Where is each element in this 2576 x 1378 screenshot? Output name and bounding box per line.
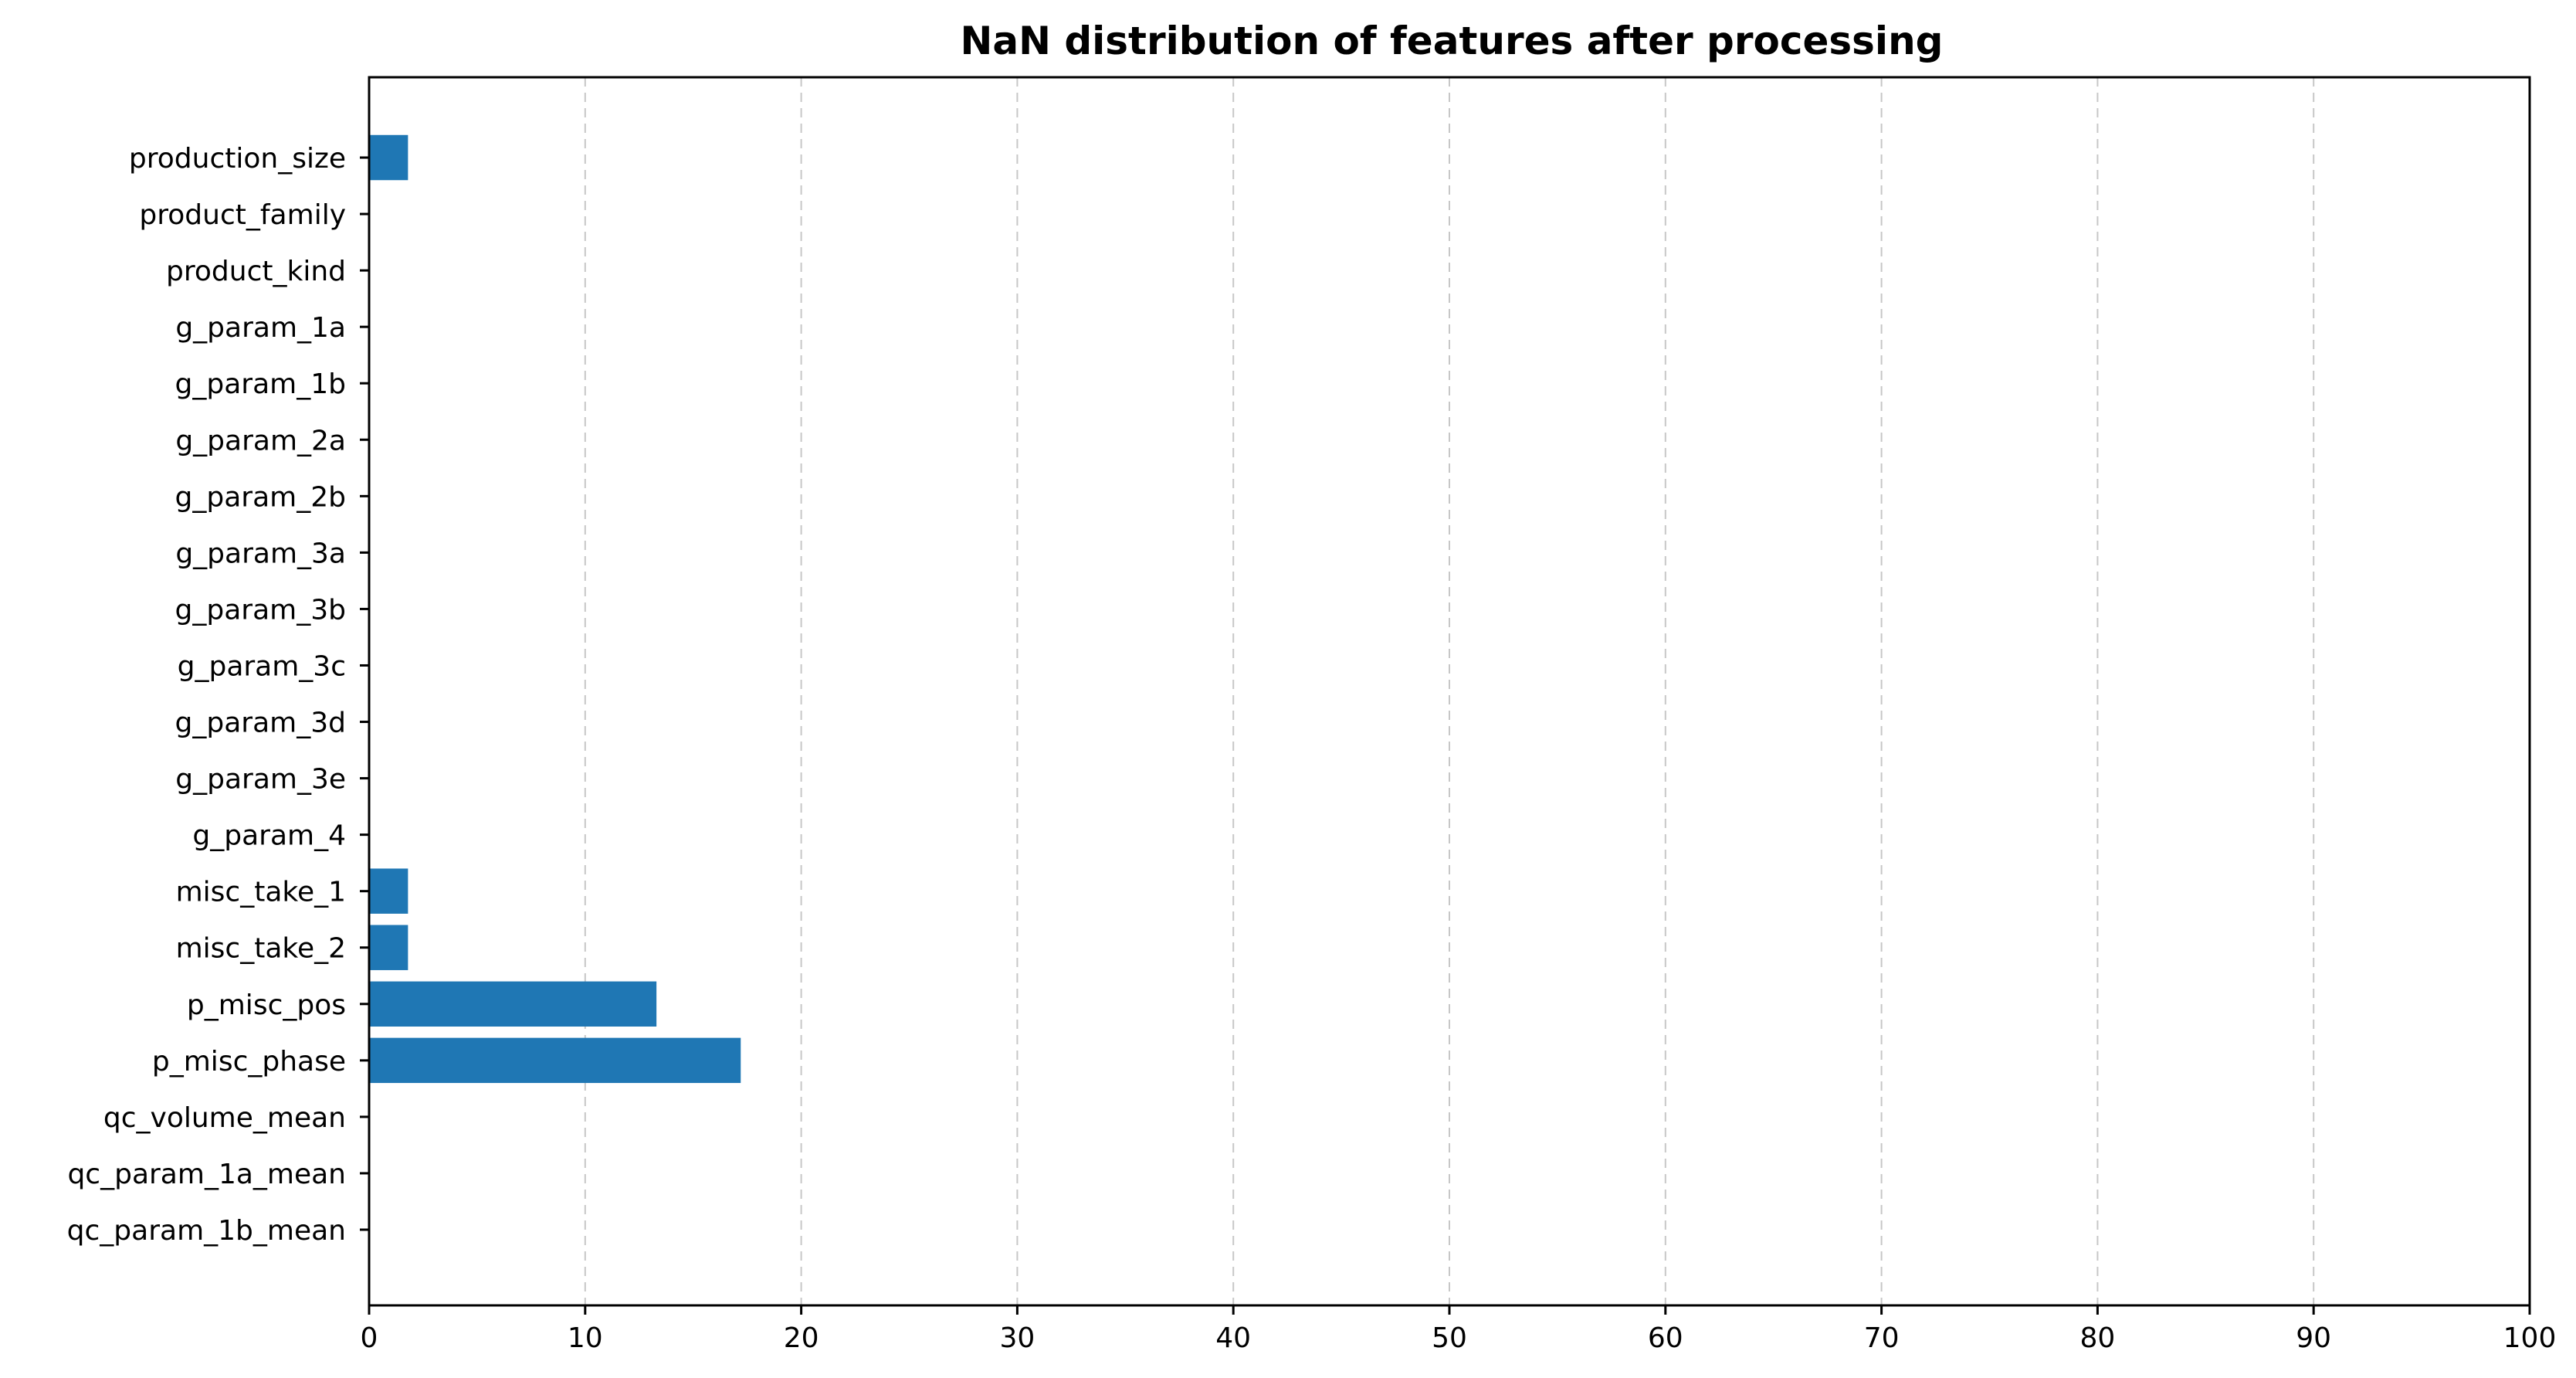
y-tick-label: p_misc_phase — [152, 1046, 346, 1078]
y-tick-label: qc_volume_mean — [103, 1102, 346, 1134]
bar-misc-take-1 — [369, 868, 408, 914]
y-tick-label: g_param_4 — [192, 820, 346, 852]
y-tick-label: qc_param_1a_mean — [67, 1159, 346, 1190]
y-tick-label: product_family — [139, 199, 346, 231]
x-tick-label: 0 — [361, 1322, 378, 1354]
x-axis: 0 10 20 30 40 50 60 70 80 90 100 — [361, 1305, 2557, 1354]
bars — [369, 134, 741, 1084]
bar-misc-take-2 — [369, 925, 408, 970]
y-tick-label: misc_take_2 — [176, 933, 346, 965]
y-axis: production_size product_family product_kin… — [67, 143, 369, 1247]
grid-lines — [584, 77, 2315, 1305]
x-tick-label: 20 — [784, 1322, 819, 1354]
bar-p-misc-phase — [369, 1037, 741, 1084]
y-tick-label: g_param_1b — [175, 368, 346, 400]
bar-production-size — [369, 134, 408, 181]
x-tick-label: 60 — [1648, 1322, 1683, 1354]
x-tick-label: 80 — [2079, 1322, 2115, 1354]
chart-title: NaN distribution of features after proce… — [961, 19, 1944, 63]
y-tick-label: production_size — [129, 143, 346, 175]
y-tick-label: g_param_3e — [175, 764, 346, 796]
x-tick-label: 100 — [2503, 1322, 2557, 1354]
y-tick-label: g_param_2b — [175, 481, 346, 513]
y-tick-label: g_param_3d — [175, 708, 346, 739]
bar-p-misc-pos — [369, 981, 657, 1027]
x-tick-label: 10 — [568, 1322, 603, 1354]
y-tick-label: misc_take_1 — [176, 877, 346, 908]
y-tick-label: product_kind — [166, 256, 346, 287]
y-tick-label: qc_param_1b_mean — [67, 1215, 346, 1247]
x-tick-label: 90 — [2296, 1322, 2331, 1354]
y-tick-label: g_param_3c — [178, 650, 346, 682]
y-tick-label: g_param_2a — [175, 425, 346, 457]
x-tick-label: 40 — [1215, 1322, 1251, 1354]
y-tick-label: p_misc_pos — [187, 989, 346, 1021]
y-tick-label: g_param_3b — [175, 594, 346, 626]
y-tick-label: g_param_1a — [175, 312, 346, 344]
x-tick-label: 70 — [1864, 1322, 1900, 1354]
x-tick-label: 30 — [999, 1322, 1035, 1354]
y-tick-label: g_param_3a — [175, 538, 346, 569]
x-tick-label: 50 — [1432, 1322, 1467, 1354]
